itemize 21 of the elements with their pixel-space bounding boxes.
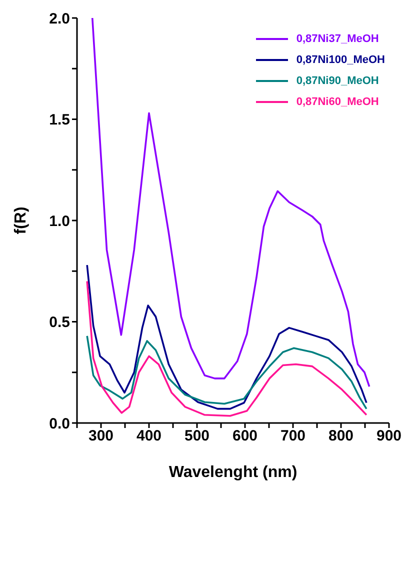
y-tick-label: 2.0 xyxy=(49,10,70,28)
y-tick-label: 1.5 xyxy=(49,112,70,129)
x-axis-title: Wavelenght (nm) xyxy=(168,464,298,481)
x-tick-label: 800 xyxy=(328,428,354,445)
legend-label: 0,87Ni90_MeOH xyxy=(296,74,379,86)
legend-label: 0,87Ni100_MeOH xyxy=(296,54,385,66)
legend-label: 0,87Ni60_MeOH xyxy=(296,96,379,108)
x-tick-label: 300 xyxy=(88,428,114,445)
line-series xyxy=(86,264,368,410)
x-tick-label: 600 xyxy=(232,428,258,445)
x-tick-label: 700 xyxy=(280,428,306,445)
y-tick-label: 0.5 xyxy=(49,314,70,332)
x-tick-label: 400 xyxy=(136,428,162,445)
x-tick-label: 500 xyxy=(184,428,210,445)
y-tick-label: 1.0 xyxy=(49,212,70,230)
x-tick-label: 900 xyxy=(376,428,402,445)
line-series xyxy=(86,335,368,410)
y-axis-title: f(R) xyxy=(12,206,30,234)
y-tick-label: 0.0 xyxy=(49,415,70,432)
legend-label: 0,87Ni37_MeOH xyxy=(296,32,379,44)
line-series xyxy=(86,280,368,417)
